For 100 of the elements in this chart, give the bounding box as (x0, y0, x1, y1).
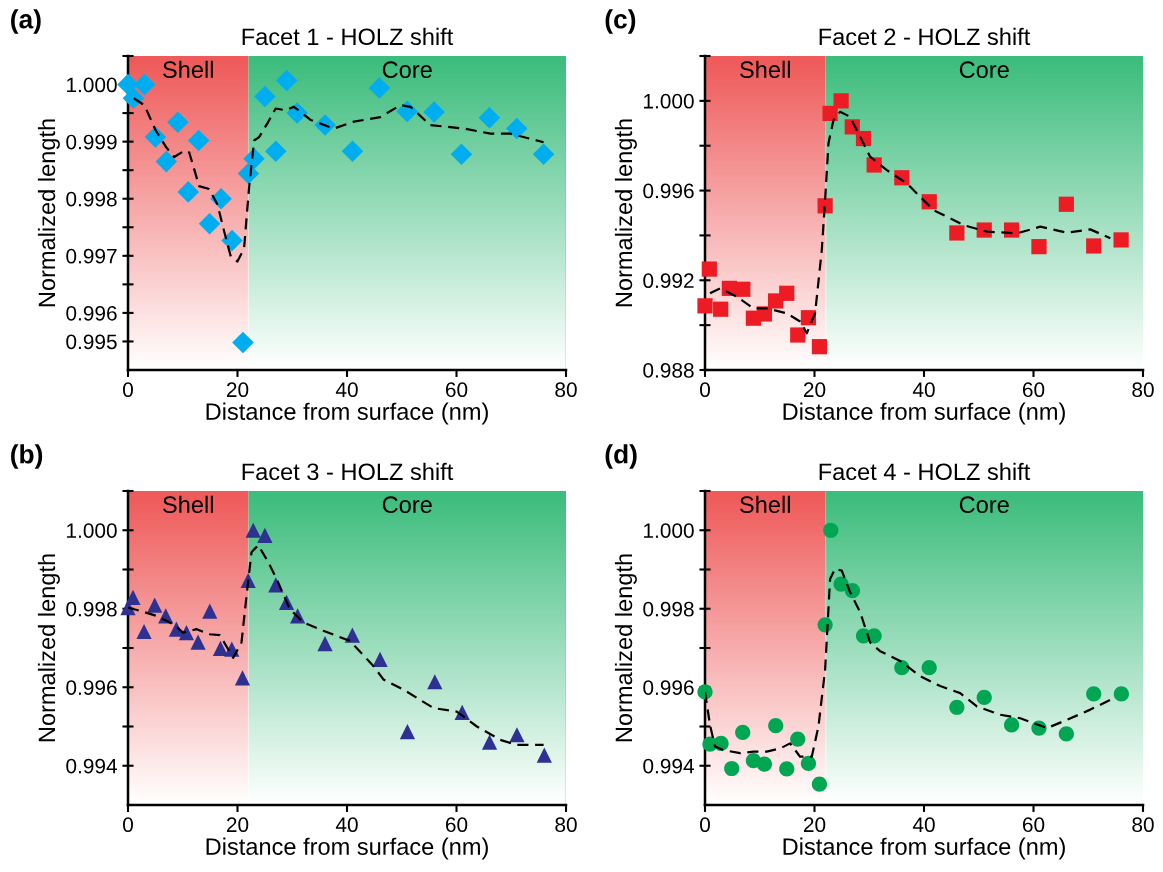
y-tick-label: 0.997 (66, 248, 117, 264)
x-tick-label: 80 (555, 817, 577, 833)
x-tick-label: 80 (1132, 817, 1154, 833)
y-tick-label: 0.994 (66, 758, 117, 774)
x-tick-label: 0 (700, 817, 710, 833)
y-tick-label: 0.992 (643, 273, 694, 289)
y-tick-label: 0.996 (643, 183, 694, 199)
point (155, 150, 178, 173)
point (823, 522, 839, 538)
x-tick-label: 20 (803, 817, 826, 833)
point (701, 261, 717, 277)
text: (b) (11, 444, 43, 469)
x-tick-label: 20 (226, 382, 249, 398)
point (478, 106, 501, 129)
point (790, 327, 806, 343)
point (800, 755, 817, 771)
y-tick-label: 0.998 (643, 601, 694, 617)
point (779, 761, 795, 777)
x-tick-label: 80 (555, 382, 577, 398)
point (133, 73, 156, 96)
point (178, 625, 195, 641)
x-tick-label: 20 (226, 817, 249, 833)
x-tick-label: 60 (1022, 382, 1045, 398)
point (212, 640, 229, 656)
x-tick-label: 0 (123, 382, 133, 398)
x-tick-label: 40 (335, 817, 358, 833)
band-label: Core (959, 61, 1009, 79)
band-label: Shell (163, 60, 213, 79)
y-axis-title: Normalized length (614, 119, 637, 307)
point (1086, 686, 1102, 702)
point (221, 229, 243, 252)
y-tick-label: 1.000 (67, 77, 117, 93)
point (735, 281, 751, 297)
chart-title: Facet 3 - HOLZ shift (242, 462, 454, 481)
x-tick-label: 60 (445, 817, 468, 833)
point (505, 117, 528, 140)
point (198, 213, 221, 235)
point (509, 727, 525, 743)
band-label: Shell (740, 495, 790, 514)
x-axis-title: Distance from surface (nm) (206, 402, 488, 425)
point (1058, 196, 1074, 212)
text: (d) (605, 444, 637, 469)
point (423, 101, 445, 123)
point (949, 699, 965, 715)
point (317, 636, 333, 652)
text: (c) (605, 9, 636, 34)
x-axis-title: Distance from surface (nm) (206, 837, 488, 860)
y-tick-label: 1.000 (644, 523, 694, 538)
y-tick-label: 1.000 (644, 93, 694, 109)
point (724, 760, 740, 777)
text: (a) (11, 9, 41, 34)
y-tick-label: 0.999 (66, 134, 117, 150)
point (210, 187, 232, 210)
point (1031, 239, 1047, 255)
point (234, 670, 251, 686)
chart-title: Facet 2 - HOLZ shift (819, 27, 1031, 46)
y-axis-title: Normalized length (37, 554, 60, 742)
point (1113, 686, 1129, 702)
x-tick-label: 0 (700, 382, 710, 398)
point (202, 603, 218, 619)
x-axis-title: Distance from surface (nm) (783, 402, 1065, 425)
point (187, 129, 210, 152)
x-tick-label: 40 (912, 817, 935, 833)
point (833, 576, 849, 592)
point (833, 93, 849, 109)
point (232, 331, 254, 354)
point (976, 689, 992, 706)
point (532, 143, 555, 165)
y-axis-title: Normalized length (37, 119, 60, 307)
band-label: Core (959, 496, 1009, 514)
point (1086, 238, 1102, 254)
point (949, 225, 965, 241)
point (177, 181, 199, 203)
point (1003, 717, 1020, 733)
point (399, 724, 416, 740)
y-tick-label: 0.996 (66, 305, 117, 321)
point (368, 77, 391, 99)
point (167, 111, 189, 133)
point (122, 87, 145, 110)
point (276, 69, 298, 92)
point (921, 660, 937, 676)
point (1113, 232, 1129, 248)
x-tick-label: 40 (912, 382, 935, 398)
point (756, 756, 773, 772)
y-tick-label: 1.000 (67, 523, 117, 538)
point (811, 776, 828, 792)
point (976, 222, 992, 238)
point (427, 674, 443, 690)
point (1003, 222, 1020, 238)
point (779, 285, 795, 301)
point (894, 660, 910, 676)
point (1058, 726, 1074, 742)
x-tick-label: 60 (445, 382, 468, 398)
point (344, 627, 360, 643)
x-tick-label: 0 (123, 817, 133, 833)
point (190, 634, 206, 650)
y-tick-label: 0.995 (66, 334, 117, 350)
point (450, 143, 473, 165)
band-label: Core (382, 496, 432, 514)
point (866, 157, 882, 173)
